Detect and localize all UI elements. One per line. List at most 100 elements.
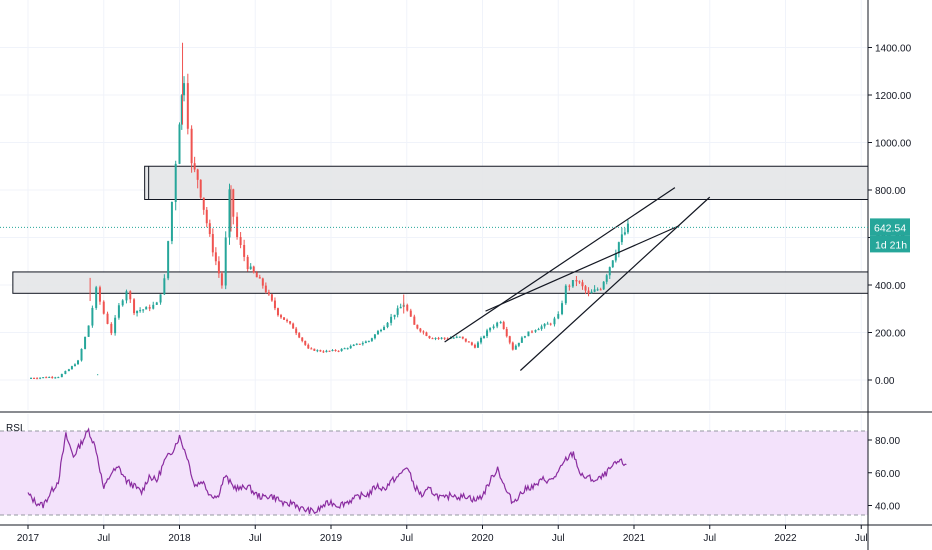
zone-1[interactable] [12, 271, 869, 294]
candle-body [214, 252, 217, 262]
rsi-tick-label: 40.00 [875, 502, 900, 513]
rsi-band [0, 430, 868, 516]
candle-body [467, 341, 470, 343]
candle-body [599, 289, 602, 291]
candle-body [76, 360, 79, 365]
candle-body [358, 343, 361, 345]
candle-body [98, 287, 101, 302]
candle-body [571, 279, 574, 287]
candle-body [383, 327, 386, 331]
candle-body [232, 189, 235, 217]
candle-body [452, 337, 455, 339]
time-tick-label: 2020 [471, 533, 494, 544]
candle-body [178, 124, 181, 164]
candle-body [617, 242, 620, 254]
candle-body [145, 307, 148, 310]
candle-body [48, 377, 51, 379]
last-price-badge[interactable] [870, 218, 910, 236]
candle-body [623, 232, 626, 235]
candle-body [602, 281, 605, 290]
candle-body [148, 307, 151, 309]
countdown-label: 1d 21h [875, 239, 907, 251]
rsi-line-group [27, 427, 627, 515]
rsi-axis[interactable]: 40.00 60.00 80.00 [868, 436, 900, 513]
candle-body [316, 350, 319, 352]
candle-body [517, 342, 520, 346]
candle-body [310, 348, 313, 350]
candle-body [593, 289, 596, 292]
candle-body [283, 317, 286, 320]
candle-body [605, 275, 608, 282]
candle-body [546, 323, 549, 325]
candle-body [51, 377, 54, 379]
candle-body [258, 277, 261, 279]
time-axis[interactable]: 2017 Jul 2018 Jul 2019 Jul 2020 Jul 2021 Jul 2022 J… [17, 525, 868, 544]
candle-body [413, 316, 416, 325]
candle-body [273, 300, 276, 309]
candle-body [376, 331, 379, 335]
candle-body [70, 366, 73, 370]
price-tick-label: 400.00 [875, 281, 906, 292]
candle-body [534, 330, 537, 332]
candle-body [409, 310, 412, 317]
trendlines[interactable] [444, 187, 711, 371]
rsi-tick-label: 80.00 [875, 436, 900, 447]
candle-body [267, 292, 270, 295]
candle-body [461, 336, 464, 339]
candle-body [252, 266, 255, 273]
candle-body [42, 377, 45, 379]
candle-body [489, 328, 492, 331]
price-axis[interactable]: 0.00200.00400.00600.00800.001000.001200.… [868, 44, 912, 388]
candle-body [322, 351, 325, 353]
trendline-2[interactable] [485, 225, 680, 312]
candle-body [508, 336, 511, 343]
candle-body [205, 209, 208, 224]
candle-body [30, 377, 33, 379]
candle-body [549, 323, 552, 325]
time-tick-label: 2019 [320, 533, 343, 544]
time-tick-label: Jul [855, 533, 868, 544]
candle-body [553, 318, 556, 325]
candle-body [492, 326, 495, 329]
candle-body [370, 338, 373, 341]
candle-body [217, 261, 220, 274]
candle-body [139, 310, 142, 312]
candle-body [596, 289, 599, 291]
candle-body [304, 340, 307, 345]
candle-body [440, 337, 443, 339]
rsi-line [27, 427, 627, 515]
candle-body [437, 337, 440, 339]
candle-body [276, 308, 279, 316]
candle-body [228, 189, 231, 238]
candle-body [505, 329, 508, 337]
candle-body [190, 128, 193, 164]
candle-body [587, 290, 590, 294]
candle-body [416, 324, 419, 329]
candle-body [60, 373, 63, 378]
candle-body [446, 338, 449, 340]
candle-body [496, 322, 499, 327]
candle-body [527, 331, 530, 337]
candle-body [476, 342, 479, 348]
candle-body [95, 287, 98, 308]
time-tick-label: Jul [249, 533, 262, 544]
candle-body [67, 369, 70, 372]
candle-body [581, 282, 584, 287]
candle-body [170, 201, 173, 242]
candle-body [564, 285, 567, 304]
zone-0[interactable] [144, 165, 869, 200]
candle-body [561, 303, 564, 315]
candle-body [428, 335, 431, 339]
candle-body [211, 234, 214, 253]
candle-body [174, 163, 177, 202]
candle-body [292, 323, 295, 329]
zones [12, 165, 869, 294]
candle-body [117, 305, 120, 318]
candle-body [64, 371, 67, 374]
candle-body [286, 319, 289, 322]
trendline-0[interactable] [444, 187, 676, 343]
candle-body [422, 331, 425, 333]
candle-body [328, 350, 331, 352]
price-tick-label: 1400.00 [875, 44, 912, 55]
